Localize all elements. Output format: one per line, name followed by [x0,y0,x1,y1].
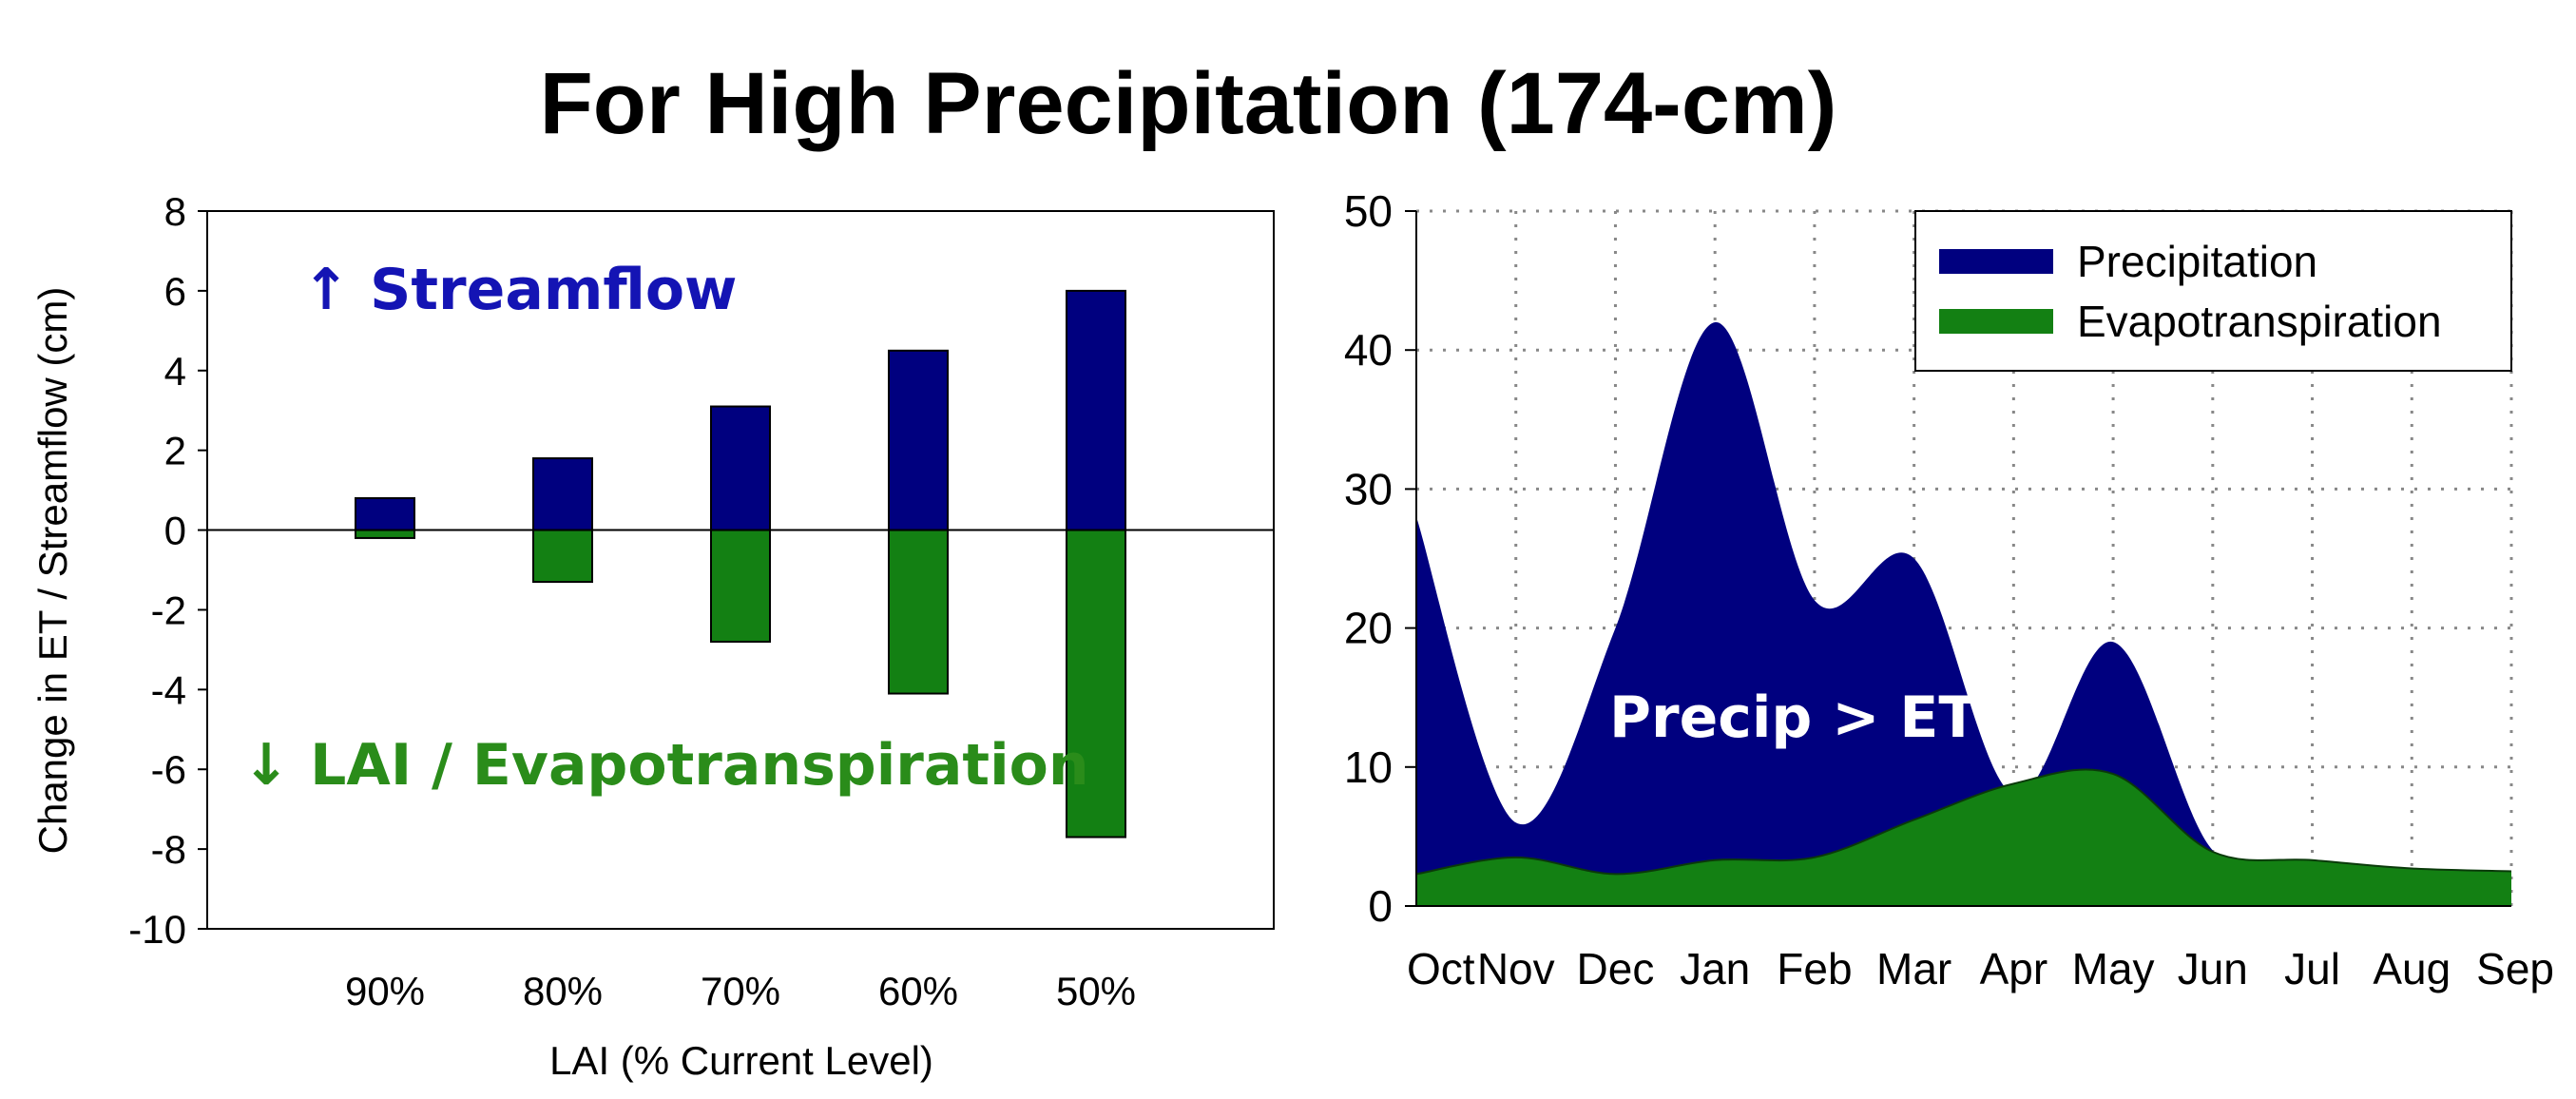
y-tick-label: 30 [1344,464,1393,513]
y-tick-label: 4 [164,349,186,394]
evapotranspiration-area [1416,769,2511,906]
precipitation-area [1416,321,2511,907]
x-axis-ticks: Oct Nov Dec Jan Feb Mar Apr May Jun Jul Aug Sep [1407,944,2554,993]
x-tick-label: 70% [701,969,780,1013]
precip-gt-et-annotation: Precip > ET [1609,684,1977,751]
x-tick-label: Mar [1876,944,1951,993]
x-axis-label: LAI (% Current Level) [549,1038,933,1083]
x-tick-label: Sep [2476,944,2554,993]
x-tick-label: May [2072,944,2155,993]
streamflow-bar [710,405,771,531]
x-tick-label: Nov [1477,944,1555,993]
legend-swatch-evapotranspiration [1939,309,2053,334]
y-tick-label: -2 [151,588,186,632]
x-tick-label: 60% [878,969,958,1013]
y-tick-label: 10 [1344,742,1393,792]
y-axis-ticks: 8 6 4 2 0 -2 -4 -6 -8 -10 [128,189,207,952]
x-tick-label: 90% [345,969,425,1013]
x-tick-label: Apr [1980,944,2048,993]
legend-label-evapotranspiration: Evapotranspiration [2077,297,2442,346]
legend-box [1914,210,2512,372]
x-tick-label: Jul [2284,944,2340,993]
figure-title: For High Precipitation (174-cm) [540,55,1837,152]
streamflow-bar [355,497,415,531]
y-tick-label: 0 [1368,881,1393,931]
y-tick-label: -6 [151,747,186,792]
y-tick-label: -10 [128,907,186,952]
evapotranspiration-line [1415,768,2512,876]
y-tick-label: 40 [1344,325,1393,375]
bar-chart: 8 6 4 2 0 -2 -4 -6 -8 -10 90% 80% 70% 60% 50% LAI (% … [30,189,1275,1083]
x-tick-label: Aug [2373,944,2451,993]
streamflow-bar [532,457,593,531]
x-tick-label: Jun [2178,944,2248,993]
area-chart: 0 10 20 30 40 50 Oct Nov Dec Jan Feb Mar Apr May Jun J… [1344,186,2554,993]
y-tick-label: 2 [164,429,186,473]
evapotranspiration-bar [355,529,415,539]
x-tick-label: Oct [1407,944,1475,993]
evapotranspiration-bar [888,529,949,695]
y-tick-label: 6 [164,269,186,314]
x-tick-label: Feb [1777,944,1852,993]
evapotranspiration-bar [710,529,771,643]
y-axis-ticks: 0 10 20 30 40 50 [1344,186,1416,931]
y-tick-label: 8 [164,189,186,234]
bar-plot-frame [206,210,1275,930]
legend: Precipitation Evapotranspiration [1914,210,2512,372]
x-axis-ticks: 90% 80% 70% 60% 50% [345,969,1136,1013]
y-tick-label: -4 [151,667,186,712]
evapotranspiration-bar [1066,529,1126,839]
lai-annotation: ↓ LAI / Evapotranspiration [242,732,1089,799]
y-tick-label: 0 [164,509,186,553]
x-tick-label: 80% [523,969,603,1013]
y-tick-label: 20 [1344,604,1393,653]
streamflow-bar [1066,289,1126,531]
streamflow-annotation: ↑ Streamflow [302,257,737,323]
evapotranspiration-bar [532,529,593,584]
x-tick-label: 50% [1056,969,1136,1013]
y-tick-label: -8 [151,827,186,872]
y-axis-label: Change in ET / Streamflow (cm) [30,287,75,855]
streamflow-bar [888,349,949,531]
legend-swatch-precipitation [1939,249,2053,274]
legend-label-precipitation: Precipitation [2077,237,2317,286]
x-tick-label: Jan [1680,944,1750,993]
y-tick-label: 50 [1344,186,1393,236]
x-tick-label: Dec [1577,944,1655,993]
